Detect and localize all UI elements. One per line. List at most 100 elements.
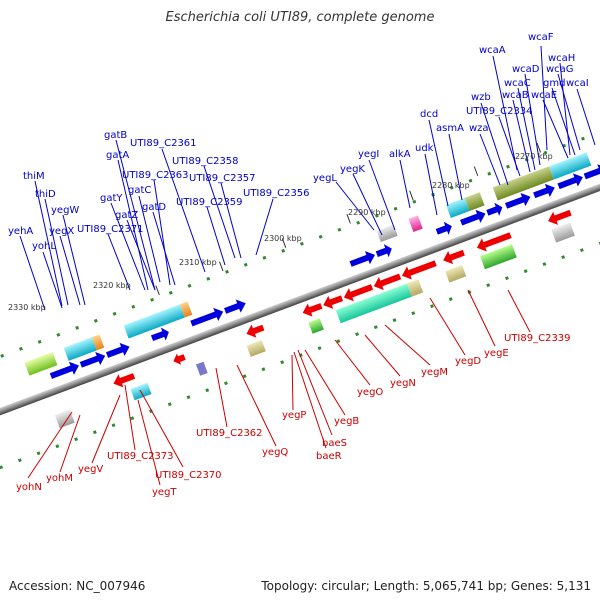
reverse-gene-arrow <box>401 260 437 280</box>
forward-gene-arrow <box>435 221 452 235</box>
forward-feature-block <box>179 301 193 318</box>
forward-label-leaders <box>19 45 596 311</box>
ruler-label: 2300 kbp <box>264 234 302 243</box>
gene-label: asmA <box>436 123 464 134</box>
gene-label: baeR <box>316 451 342 462</box>
figure-title: Escherichia coli UTI89, complete genome <box>165 10 435 25</box>
gene-label: yegD <box>455 356 481 367</box>
forward-gene-arrow <box>190 307 224 327</box>
ruler-label: 2320 kbp <box>93 281 131 290</box>
genome-backbone <box>0 163 600 436</box>
forward-gene-arrow <box>583 164 600 180</box>
gene-label: yegB <box>334 416 359 427</box>
gene-label: thiM <box>23 171 45 182</box>
gene-label: wcaH <box>548 53 575 64</box>
gene-label: wcaE <box>531 90 557 101</box>
forward-gene-arrow <box>150 327 169 342</box>
gene-label: yegT <box>152 487 177 498</box>
forward-gene-arrow <box>49 361 79 379</box>
forward-gene-arrow <box>79 352 106 368</box>
reverse-gene-arrow <box>113 373 136 388</box>
gene-label: UTI89_C2359 <box>176 197 243 208</box>
gene-label: udk <box>415 143 434 154</box>
accession-label: Accession: NC_007946 <box>9 579 146 593</box>
reverse-gene-arrow <box>173 353 186 365</box>
gene-label: thiD <box>35 189 56 200</box>
ruler-tick <box>281 238 287 248</box>
forward-guide-line <box>0 116 600 386</box>
ruler-label: 2310 kbp <box>179 258 217 267</box>
gene-label: wcaG <box>546 64 574 75</box>
gene-label: wcaI <box>566 78 589 89</box>
reverse-gene-arrow <box>343 284 374 302</box>
gene-label: gatC <box>128 185 151 196</box>
gene-label: wcaB <box>502 90 529 101</box>
ruler-tick <box>155 285 160 296</box>
gene-label: gatZ <box>115 210 138 221</box>
gene-label: UTI89_C2357 <box>189 173 256 184</box>
gene-label: yegP <box>282 410 306 421</box>
gene-label: yegV <box>78 464 103 475</box>
reverse-feature-block <box>445 265 467 283</box>
gene-label: gatY <box>100 193 123 204</box>
gene-label: yegN <box>390 378 416 389</box>
forward-feature-block <box>63 337 97 361</box>
gene-label: yegW <box>51 205 79 216</box>
gene-label: wzb <box>471 92 491 103</box>
ruler-labels: 2270 kbp 2280 kbp 2290 kbp 2300 kbp 2310… <box>8 152 553 312</box>
ruler-label: 2270 kbp <box>515 152 553 161</box>
reverse-gene-arrow <box>246 324 265 338</box>
gene-label: UTI89_C2361 <box>130 138 197 149</box>
gene-label: UTI89_C2362 <box>196 428 263 439</box>
gene-label: gatD <box>142 202 166 213</box>
reverse-feature-block <box>54 409 75 429</box>
gene-label: UTI89_C2356 <box>243 188 310 199</box>
forward-feature-block <box>408 215 423 232</box>
forward-gene-arrow <box>505 193 531 209</box>
reverse-feature-block <box>308 318 324 334</box>
gene-label: UTI89_C2371 <box>77 224 144 235</box>
reverse-guide-line <box>0 214 600 484</box>
ruler-label: 2330 kbp <box>8 303 46 312</box>
forward-gene-arrow <box>460 209 486 226</box>
gene-label: yegK <box>340 164 365 175</box>
gene-label: alkA <box>389 149 411 160</box>
forward-gene-arrow <box>375 244 392 258</box>
forward-gene-arrow <box>533 183 555 199</box>
forward-gene-arrow <box>349 251 375 267</box>
gene-label: dcd <box>420 109 438 120</box>
reverse-gene-arrow <box>476 232 512 252</box>
ruler-tick <box>409 190 414 201</box>
gene-label: wcaF <box>528 32 554 43</box>
gene-label: UTI89_C2334 <box>466 106 533 117</box>
gene-label: gatA <box>106 150 129 161</box>
gene-label: wcaC <box>504 78 531 89</box>
forward-feature-block <box>548 152 592 180</box>
gene-label: yegO <box>357 387 383 398</box>
gene-label: gatB <box>104 130 127 141</box>
gene-label: yegM <box>421 367 448 378</box>
reverse-gene-arrow <box>323 295 344 309</box>
gene-label: wcaD <box>512 64 540 75</box>
gene-label: yegL <box>313 173 337 184</box>
reverse-feature-block <box>196 361 208 376</box>
forward-feature-block <box>123 304 185 339</box>
reverse-feature-block <box>551 222 575 243</box>
ruler-tick <box>536 142 542 153</box>
gene-label: baeS <box>322 438 347 449</box>
forward-gene-arrow <box>106 342 130 358</box>
ruler-tick <box>219 261 224 272</box>
ruler-label: 2280 kbp <box>432 181 470 190</box>
reverse-feature-block <box>246 339 266 357</box>
gene-label: yegQ <box>262 447 288 458</box>
forward-gene-arrow <box>224 299 246 314</box>
gene-label: UTI89_C2370 <box>155 470 222 481</box>
reverse-feature-block <box>406 279 424 297</box>
reverse-gene-arrow <box>373 273 402 291</box>
gene-label: yehA <box>8 226 33 237</box>
gene-label: gmd <box>543 78 565 89</box>
forward-feature-block <box>445 197 470 218</box>
gene-label: yohN <box>16 482 42 493</box>
